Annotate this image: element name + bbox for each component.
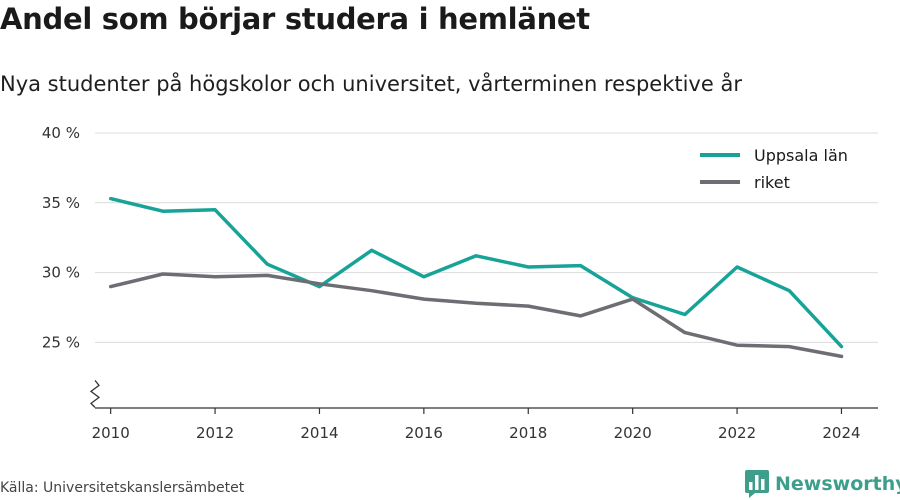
chart-title: Andel som börjar studera i hemlänet xyxy=(0,2,590,36)
x-tick-label-2020: 2020 xyxy=(614,424,652,442)
series-line-1 xyxy=(108,272,844,359)
y-tick-label-25: 25 % xyxy=(42,333,80,351)
chart-subtitle: Nya studenter på högskolor och universit… xyxy=(0,72,742,96)
brand: Newsworthy xyxy=(745,468,900,500)
bar-chart-icon xyxy=(745,470,769,498)
y-tick-label-40: 40 % xyxy=(42,124,80,142)
x-tick-label-2022: 2022 xyxy=(718,424,756,442)
x-tick-label-2014: 2014 xyxy=(300,424,338,442)
y-tick-label-30: 30 % xyxy=(42,264,80,282)
x-tick-label-2012: 2012 xyxy=(196,424,234,442)
series-line-0 xyxy=(108,196,844,349)
legend-label-0: Uppsala län xyxy=(754,146,848,165)
axis-break-icon xyxy=(89,379,101,408)
x-tick-label-2024: 2024 xyxy=(822,424,860,442)
legend-label-1: riket xyxy=(754,173,790,192)
x-tick-label-2016: 2016 xyxy=(405,424,443,442)
y-tick-label-35: 35 % xyxy=(42,194,80,212)
brand-name: Newsworthy xyxy=(775,473,900,495)
source-note: Källa: Universitetskanslersämbetet xyxy=(0,480,245,496)
x-tick-label-2018: 2018 xyxy=(509,424,547,442)
x-tick-label-2010: 2010 xyxy=(92,424,130,442)
